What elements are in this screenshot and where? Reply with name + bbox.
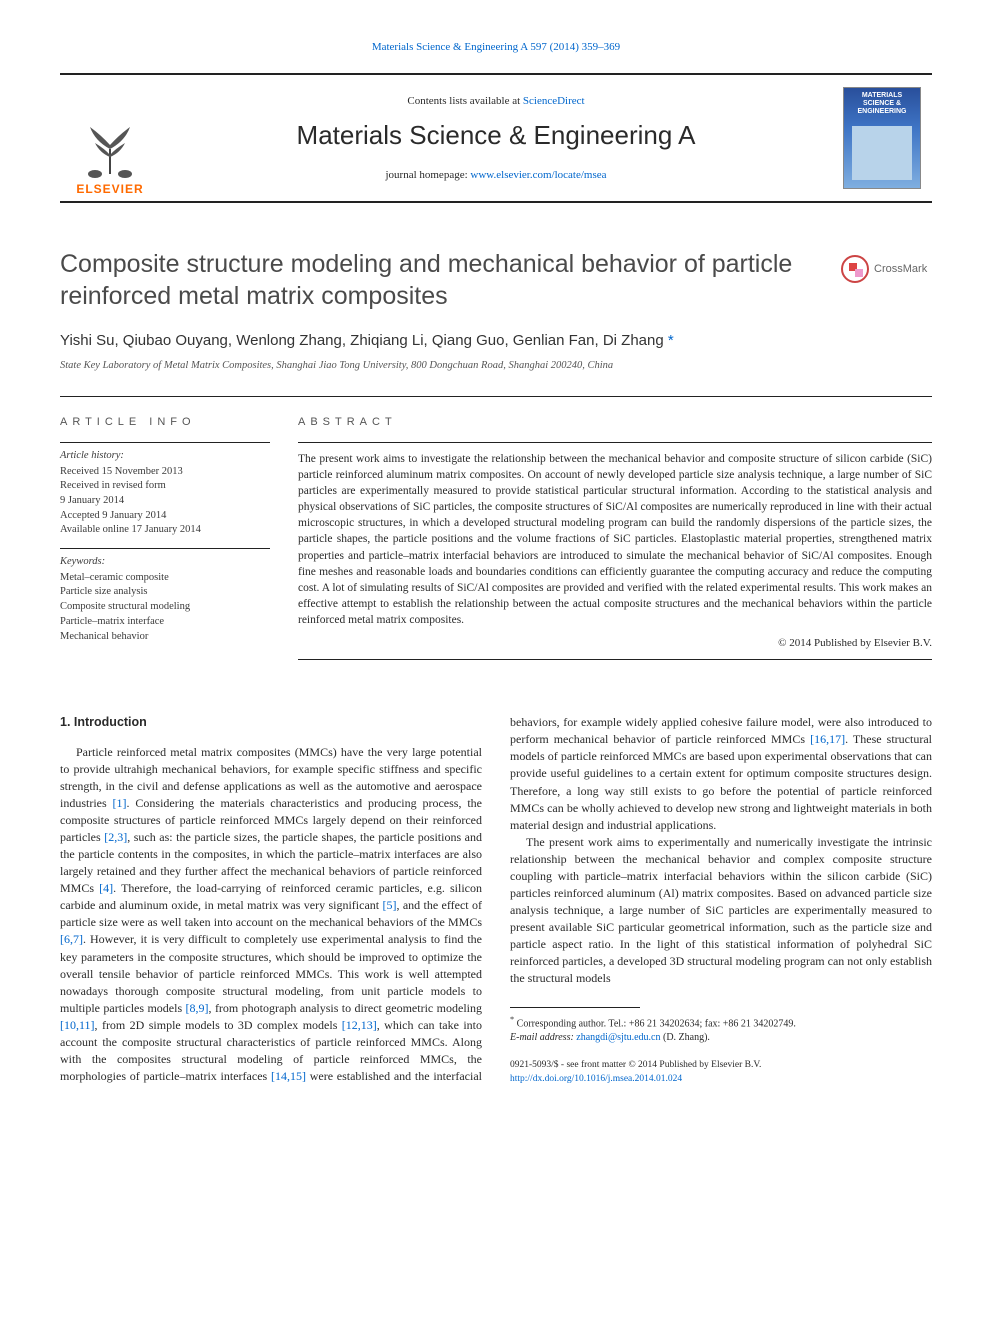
author-names: Yishi Su, Qiubao Ouyang, Wenlong Zhang, …	[60, 332, 664, 349]
authors-line: Yishi Su, Qiubao Ouyang, Wenlong Zhang, …	[60, 330, 932, 351]
affiliation: State Key Laboratory of Metal Matrix Com…	[60, 359, 932, 374]
info-rule-1	[60, 442, 270, 443]
citation-link[interactable]: [12,13]	[342, 1018, 377, 1032]
sciencedirect-link[interactable]: ScienceDirect	[523, 95, 585, 107]
journal-homepage: journal homepage: www.elsevier.com/locat…	[385, 168, 606, 183]
contents-available: Contents lists available at ScienceDirec…	[407, 94, 584, 109]
elsevier-tree-icon	[75, 119, 145, 179]
abstract-bottom-rule	[298, 659, 932, 660]
homepage-prefix: journal homepage:	[385, 169, 470, 181]
keyword: Particle–matrix interface	[60, 615, 270, 630]
citation-link[interactable]: [6,7]	[60, 932, 83, 946]
info-rule-2	[60, 548, 270, 549]
citation-link[interactable]: [14,15]	[271, 1069, 306, 1083]
running-header-link[interactable]: Materials Science & Engineering A 597 (2…	[60, 40, 932, 55]
header-center: Contents lists available at ScienceDirec…	[160, 75, 832, 201]
history-line: Available online 17 January 2014	[60, 523, 270, 538]
citation-link[interactable]: [4]	[99, 881, 113, 895]
history-line: Accepted 9 January 2014	[60, 509, 270, 524]
history-line: Received 15 November 2013	[60, 465, 270, 480]
citation-link[interactable]: [1]	[113, 796, 127, 810]
keyword: Mechanical behavior	[60, 630, 270, 645]
journal-cover-art	[852, 126, 912, 180]
info-abstract-row: ARTICLE INFO Article history: Received 1…	[60, 396, 932, 687]
abstract-copyright: © 2014 Published by Elsevier B.V.	[298, 636, 932, 651]
keyword: Composite structural modeling	[60, 600, 270, 615]
body-text: multiple particles models	[60, 1001, 186, 1015]
email-link[interactable]: zhangdi@sjtu.edu.cn	[576, 1032, 660, 1043]
crossmark-icon	[841, 255, 869, 283]
body-text: , from photograph analysis to direct geo…	[209, 1001, 482, 1015]
citation-link[interactable]: [8,9]	[186, 1001, 209, 1015]
abstract-column: ABSTRACT The present work aims to invest…	[298, 415, 932, 687]
keyword: Particle size analysis	[60, 585, 270, 600]
section-heading-intro: 1. Introduction	[60, 714, 482, 732]
history-line: 9 January 2014	[60, 494, 270, 509]
corresponding-marker[interactable]: *	[664, 332, 674, 349]
journal-header: ELSEVIER Contents lists available at Sci…	[60, 73, 932, 203]
running-header-text: Materials Science & Engineering A 597 (2…	[372, 41, 620, 53]
contents-prefix: Contents lists available at	[407, 95, 522, 107]
keyword: Metal–ceramic composite	[60, 571, 270, 586]
elsevier-wordmark: ELSEVIER	[76, 181, 143, 198]
body-text: . These structural models of particle re…	[510, 732, 932, 831]
journal-cover-thumb: MATERIALS SCIENCE & ENGINEERING	[843, 87, 921, 189]
journal-cover-title: MATERIALS SCIENCE & ENGINEERING	[844, 88, 920, 119]
title-block: CrossMark Composite structure modeling a…	[60, 249, 932, 373]
crossmark-badge[interactable]: CrossMark	[836, 255, 932, 283]
article-history: Article history: Received 15 November 20…	[60, 449, 270, 538]
abstract-text: The present work aims to investigate the…	[298, 451, 932, 628]
article-info-column: ARTICLE INFO Article history: Received 1…	[60, 415, 270, 687]
footnote-rule	[510, 1007, 640, 1008]
citation-link[interactable]: [5]	[382, 898, 396, 912]
abstract-heading: ABSTRACT	[298, 415, 932, 430]
keywords-label: Keywords:	[60, 555, 270, 570]
meta-footer: 0921-5093/$ - see front matter © 2014 Pu…	[510, 1059, 932, 1086]
citation-link[interactable]: [10,11]	[60, 1018, 95, 1032]
article-body: 1. Introduction Particle reinforced meta…	[60, 714, 932, 1085]
footnote-star: *	[510, 1015, 514, 1024]
journal-name: Materials Science & Engineering A	[297, 117, 696, 153]
history-label: Article history:	[60, 449, 270, 464]
issn-line: 0921-5093/$ - see front matter © 2014 Pu…	[510, 1059, 932, 1072]
keyword-list: Metal–ceramic composite Particle size an…	[60, 571, 270, 644]
body-text: . However, it is very difficult to compl…	[60, 932, 482, 997]
homepage-link[interactable]: www.elsevier.com/locate/msea	[470, 169, 606, 181]
email-who: (D. Zhang).	[661, 1032, 710, 1043]
body-text: , from 2D simple models to 3D complex mo…	[95, 1018, 342, 1032]
history-line: Received in revised form	[60, 479, 270, 494]
citation-link[interactable]: [16,17]	[810, 732, 845, 746]
doi-link[interactable]: http://dx.doi.org/10.1016/j.msea.2014.01…	[510, 1074, 682, 1084]
body-paragraph: The present work aims to experimentally …	[510, 834, 932, 987]
article-title: Composite structure modeling and mechani…	[60, 249, 800, 312]
corresponding-footnote: * Corresponding author. Tel.: +86 21 342…	[510, 1014, 932, 1045]
citation-link[interactable]: [2,3]	[104, 830, 127, 844]
journal-cover-box: MATERIALS SCIENCE & ENGINEERING	[832, 75, 932, 201]
footnote-text: Corresponding author. Tel.: +86 21 34202…	[517, 1018, 796, 1029]
crossmark-label: CrossMark	[874, 262, 927, 277]
keywords-block: Keywords: Metal–ceramic composite Partic…	[60, 555, 270, 644]
publisher-logo-box: ELSEVIER	[60, 75, 160, 201]
email-label: E-mail address:	[510, 1032, 574, 1043]
article-info-heading: ARTICLE INFO	[60, 415, 270, 430]
abstract-rule	[298, 442, 932, 443]
